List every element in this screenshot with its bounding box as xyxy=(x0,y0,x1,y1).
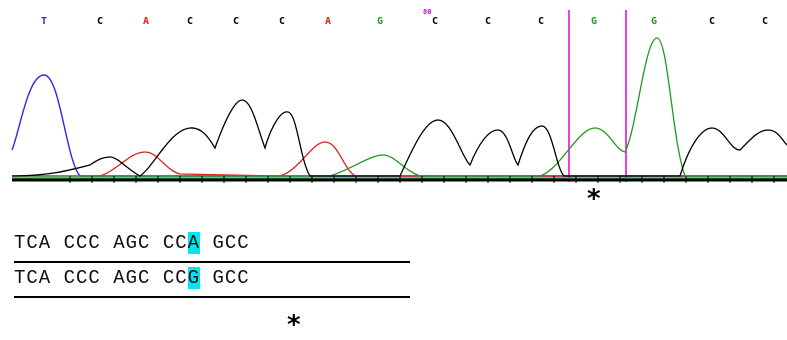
trace-t xyxy=(11,74,787,177)
base-call: C xyxy=(432,16,438,27)
sequence-prefix: TCA CCC AGC CC xyxy=(14,232,188,254)
base-call: G xyxy=(591,16,597,27)
baseline-ticks xyxy=(69,176,775,183)
base-call: G xyxy=(377,16,383,27)
trace-c xyxy=(11,99,787,177)
chromatogram: T C A C C C A G C C C G G C C 80 xyxy=(11,8,787,183)
base-call: G xyxy=(651,16,657,27)
sequence-suffix: GCC xyxy=(200,232,250,254)
base-call: C xyxy=(97,16,103,27)
base-call: C xyxy=(538,16,544,27)
mutated-base-highlight: G xyxy=(187,267,201,289)
mutation-marker-alignment: * xyxy=(287,310,301,340)
position-label: 80 xyxy=(423,8,431,16)
sequence-row-sample: TCA CCC AGC CCG GCC xyxy=(14,264,410,292)
base-call: A xyxy=(325,16,331,27)
base-call: C xyxy=(233,16,239,27)
base-call: C xyxy=(279,16,285,27)
trace-g xyxy=(12,37,787,177)
divider-line xyxy=(14,261,410,263)
base-call: C xyxy=(485,16,491,27)
base-call: C xyxy=(709,16,715,27)
base-call: T xyxy=(41,16,47,27)
mutation-marker-chromatogram: * xyxy=(587,184,601,214)
sequence-row-reference: TCA CCC AGC CCA GCC xyxy=(14,229,410,257)
sequence-suffix: GCC xyxy=(200,267,250,289)
base-call: A xyxy=(143,16,149,27)
divider-line xyxy=(14,296,410,298)
base-call: C xyxy=(762,16,768,27)
sequence-prefix: TCA CCC AGC CC xyxy=(14,267,188,289)
base-call: C xyxy=(187,16,193,27)
mutated-base-highlight: A xyxy=(187,232,201,254)
trace-a xyxy=(12,141,787,177)
